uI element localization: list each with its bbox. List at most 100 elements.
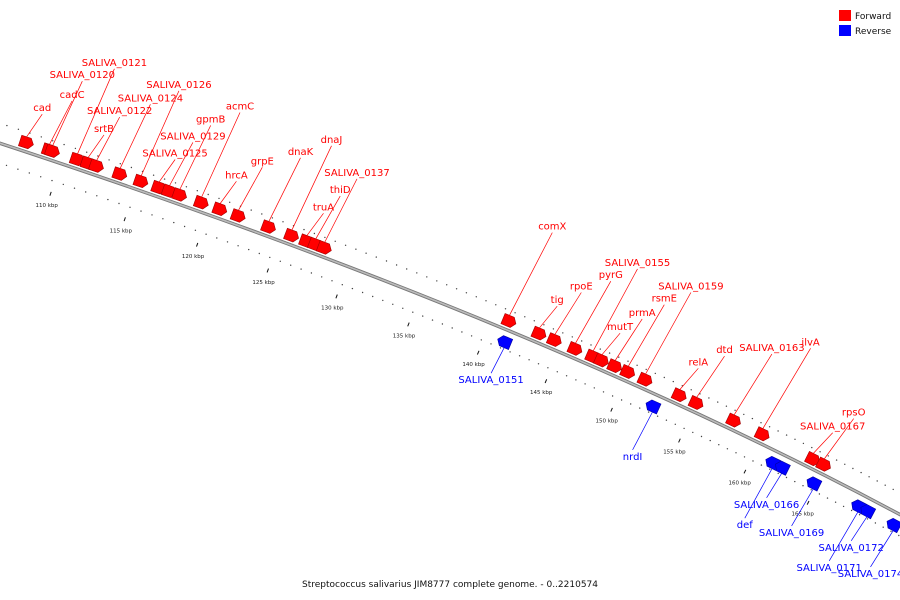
minor-tick-dot	[608, 352, 611, 354]
minor-tick-dot	[331, 280, 333, 282]
minor-tick-dot	[185, 186, 188, 188]
reverse-gene-arrow	[775, 460, 791, 476]
minor-tick-dot	[118, 202, 120, 205]
forward-gene-leader	[238, 167, 263, 211]
minor-tick-dot	[876, 480, 878, 482]
minor-tick-dot	[575, 379, 577, 381]
minor-tick-dot	[441, 323, 444, 325]
minor-tick-dot	[490, 343, 492, 345]
minor-tick-dot	[279, 260, 281, 262]
minor-tick-dot	[860, 471, 862, 474]
minor-tick-dot	[645, 368, 647, 371]
minor-tick-dot	[173, 221, 175, 224]
forward-gene-label: SALIVA_0137	[324, 168, 389, 179]
minor-tick-dot	[552, 328, 555, 330]
minor-tick-dot	[571, 336, 573, 338]
minor-tick-dot	[647, 411, 650, 413]
forward-gene-arrow	[315, 240, 332, 255]
forward-gene-leader	[169, 142, 194, 186]
minor-tick-dot	[726, 448, 729, 450]
minor-tick-dot	[777, 430, 779, 432]
minor-tick-dot	[107, 198, 109, 201]
minor-tick-dot	[422, 315, 424, 317]
minor-tick-dot	[827, 455, 829, 457]
minor-tick-dot	[794, 438, 796, 440]
minor-tick-dot	[794, 480, 796, 483]
forward-gene-arrow	[545, 332, 562, 347]
minor-tick-dot	[40, 176, 42, 178]
minor-tick-dot	[882, 526, 884, 528]
reverse-gene-leader	[766, 473, 782, 498]
minor-tick-dot	[524, 316, 526, 318]
minor-tick-dot	[835, 459, 838, 461]
scale-tick-label: 110 kbp	[35, 203, 58, 209]
minor-tick-dot	[884, 484, 886, 486]
minor-tick-dot	[802, 485, 804, 487]
reverse-gene-arrow	[497, 335, 514, 350]
minor-tick-dot	[639, 407, 641, 409]
minor-tick-dot	[341, 284, 343, 286]
minor-tick-dot	[718, 444, 720, 446]
forward-gene-label: comX	[538, 222, 566, 233]
minor-tick-dot	[480, 339, 482, 341]
scale-tick-label: 140 kbp	[462, 362, 485, 368]
minor-tick-dot	[465, 292, 468, 294]
forward-gene-arrow	[192, 194, 209, 210]
scale-tick	[335, 294, 338, 299]
scale-tick-label: 165 kbp	[791, 512, 814, 518]
minor-tick-dot	[852, 467, 854, 470]
reverse-gene-arrow	[806, 476, 823, 492]
reverse-gene-leader	[632, 411, 653, 451]
scale-tick	[266, 268, 269, 273]
legend-forward-swatch	[839, 10, 851, 21]
minor-tick-dot	[842, 505, 845, 508]
minor-tick-dot	[248, 248, 250, 251]
minor-tick-dot	[40, 136, 42, 138]
minor-tick-dot	[372, 295, 374, 298]
minor-tick-dot	[344, 244, 347, 246]
minor-tick-dot	[858, 514, 861, 516]
forward-gene-leader	[52, 81, 83, 146]
minor-tick-dot	[194, 229, 197, 231]
forward-gene-label: prmA	[629, 308, 656, 319]
minor-tick-dot	[431, 319, 434, 321]
minor-tick-dot	[151, 214, 153, 216]
forward-gene-leader	[554, 292, 582, 335]
minor-tick-dot	[690, 389, 692, 391]
reverse-gene-leader	[870, 530, 894, 568]
forward-gene-leader	[158, 159, 176, 183]
forward-gene-arrow	[171, 187, 187, 202]
minor-tick-dot	[321, 276, 323, 278]
minor-tick-dot	[866, 518, 869, 520]
minor-tick-dot	[656, 415, 659, 417]
minor-tick-dot	[28, 172, 30, 174]
minor-tick-dot	[743, 456, 746, 458]
forward-gene-label: SALIVA_0121	[82, 58, 147, 69]
minor-tick-dot	[844, 463, 846, 465]
forward-gene-arrow	[815, 456, 831, 472]
minor-tick-dot	[73, 187, 76, 189]
forward-gene-leader	[77, 68, 115, 154]
minor-tick-dot	[495, 304, 497, 306]
reverse-gene-label: def	[737, 520, 754, 531]
forward-gene-leader	[315, 195, 341, 239]
minor-tick-dot	[890, 530, 892, 532]
minor-tick-dot	[406, 268, 408, 270]
scale-tick-label: 130 kbp	[321, 306, 344, 312]
minor-tick-dot	[743, 413, 745, 416]
genome-backbone	[0, 141, 900, 517]
forward-gene-leader	[201, 112, 241, 198]
minor-tick-dot	[627, 360, 629, 362]
minor-tick-dot	[355, 248, 357, 250]
minor-tick-dot	[392, 303, 394, 305]
forward-gene-arrow	[606, 358, 622, 374]
scale-tick	[544, 379, 548, 384]
minor-tick-dot	[382, 299, 384, 302]
forward-gene-leader	[627, 304, 665, 367]
forward-gene-arrow	[229, 208, 246, 223]
minor-tick-dot	[436, 280, 438, 282]
minor-tick-dot	[62, 183, 64, 186]
scale-tick	[123, 217, 126, 222]
minor-tick-dot	[834, 501, 837, 503]
